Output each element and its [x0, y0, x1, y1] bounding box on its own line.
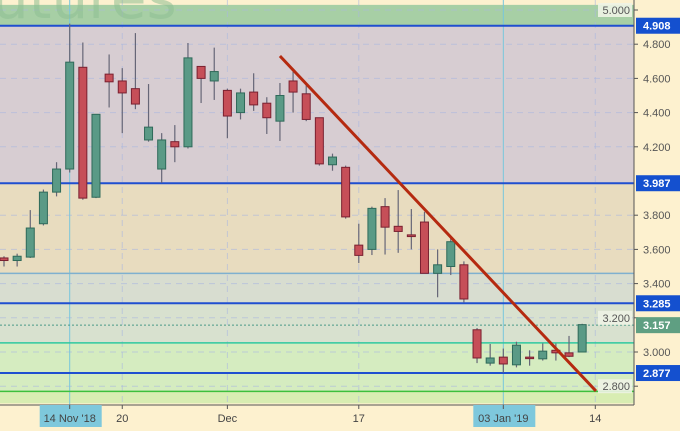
candle-body [459, 264, 469, 300]
candle-body [262, 102, 272, 119]
candle-body [498, 356, 508, 365]
date-tick-label: 14 Nov '18 [44, 413, 96, 425]
price-tick-label: 4.600 [643, 73, 671, 85]
price-badge-label: 3.987 [643, 178, 671, 190]
price-zone [0, 342, 634, 392]
candle-body [367, 207, 377, 250]
candles [0, 23, 587, 373]
price-tick-label: 3.200 [602, 313, 630, 325]
price-badge-label: 4.908 [643, 21, 671, 33]
candle-body [275, 95, 285, 122]
date-tick-label: 03 Jan '19 [478, 413, 528, 425]
grid-lines [0, 0, 634, 405]
price-badge-label: 3.285 [643, 298, 671, 310]
candle-body [209, 71, 219, 82]
candle-body [393, 225, 403, 232]
candle-body [130, 88, 140, 105]
candle-body [65, 61, 75, 170]
price-zone [0, 391, 634, 404]
candle-body [314, 117, 324, 165]
watermark: utures [0, 0, 177, 32]
price-tick-label: 3.800 [643, 210, 671, 222]
candle-body [249, 91, 259, 106]
tick-label-background [598, 310, 632, 325]
price-axis-background [634, 0, 680, 431]
date-tick-label: 14 [589, 413, 601, 425]
price-badge-label: 2.877 [643, 368, 671, 380]
price-tick-label: 4.800 [643, 39, 671, 51]
candle-body [288, 80, 298, 93]
price-badge-label: 3.157 [643, 320, 671, 332]
candle-body [446, 241, 456, 268]
candle-body [104, 73, 114, 83]
candle-body [354, 244, 364, 256]
candle-body [564, 352, 574, 357]
candle-body [472, 329, 482, 359]
date-tick-label: 20 [116, 413, 128, 425]
candle-body [577, 324, 587, 353]
price-tick-label: 5.000 [602, 5, 630, 17]
candle-body [91, 113, 101, 198]
candle-body [222, 89, 232, 117]
price-tick-label: 2.800 [602, 381, 630, 393]
price-tick-label: 3.000 [643, 347, 671, 359]
date-highlight [473, 405, 536, 427]
price-tick-label: 3.600 [643, 244, 671, 256]
candle-body [419, 221, 429, 274]
candle-body [406, 234, 416, 238]
time-axis: 14 Nov '18 20 Dec 17 03 Jan '19 14 [39, 405, 601, 427]
price-tick-label: 4.400 [643, 108, 671, 120]
candle-body [380, 206, 390, 228]
candle-body [12, 255, 22, 262]
candle-body [485, 357, 495, 364]
candle-body [25, 227, 35, 258]
price-zones [0, 4, 634, 404]
candle-body [511, 344, 521, 366]
price-zone [0, 273, 634, 304]
candle-body [236, 92, 246, 114]
candle-body [170, 141, 180, 148]
price-zone [0, 183, 634, 274]
candle-body [525, 356, 535, 360]
price-badge [636, 317, 680, 334]
price-badge [636, 175, 680, 192]
candle-body [328, 156, 337, 166]
price-tick-label: 3.400 [643, 279, 671, 291]
price-badge [636, 295, 680, 312]
date-highlight [39, 405, 102, 427]
candle-body [38, 191, 48, 225]
price-badge [636, 17, 680, 34]
trendline-segment [278, 54, 598, 393]
price-zone [0, 303, 634, 343]
candle-body [196, 65, 206, 79]
price-tick-label: 4.200 [643, 142, 671, 154]
tick-label-background [598, 379, 632, 394]
candle-body [157, 139, 167, 170]
candle-body [301, 93, 311, 120]
candle-body [52, 168, 62, 193]
candle-body [78, 66, 88, 199]
candle-body [433, 264, 443, 274]
candle-body [538, 350, 548, 360]
price-badge [636, 365, 680, 382]
candle-body [183, 57, 193, 148]
candle-body [0, 257, 9, 262]
tick-label-background [598, 3, 632, 17]
level-lines [0, 24, 634, 393]
trendline [278, 54, 598, 393]
date-tick-label: 17 [353, 413, 365, 425]
candle-body [341, 166, 351, 218]
candle-body [117, 80, 127, 94]
date-tick-label: Dec [218, 413, 238, 425]
candle-body [144, 126, 154, 141]
